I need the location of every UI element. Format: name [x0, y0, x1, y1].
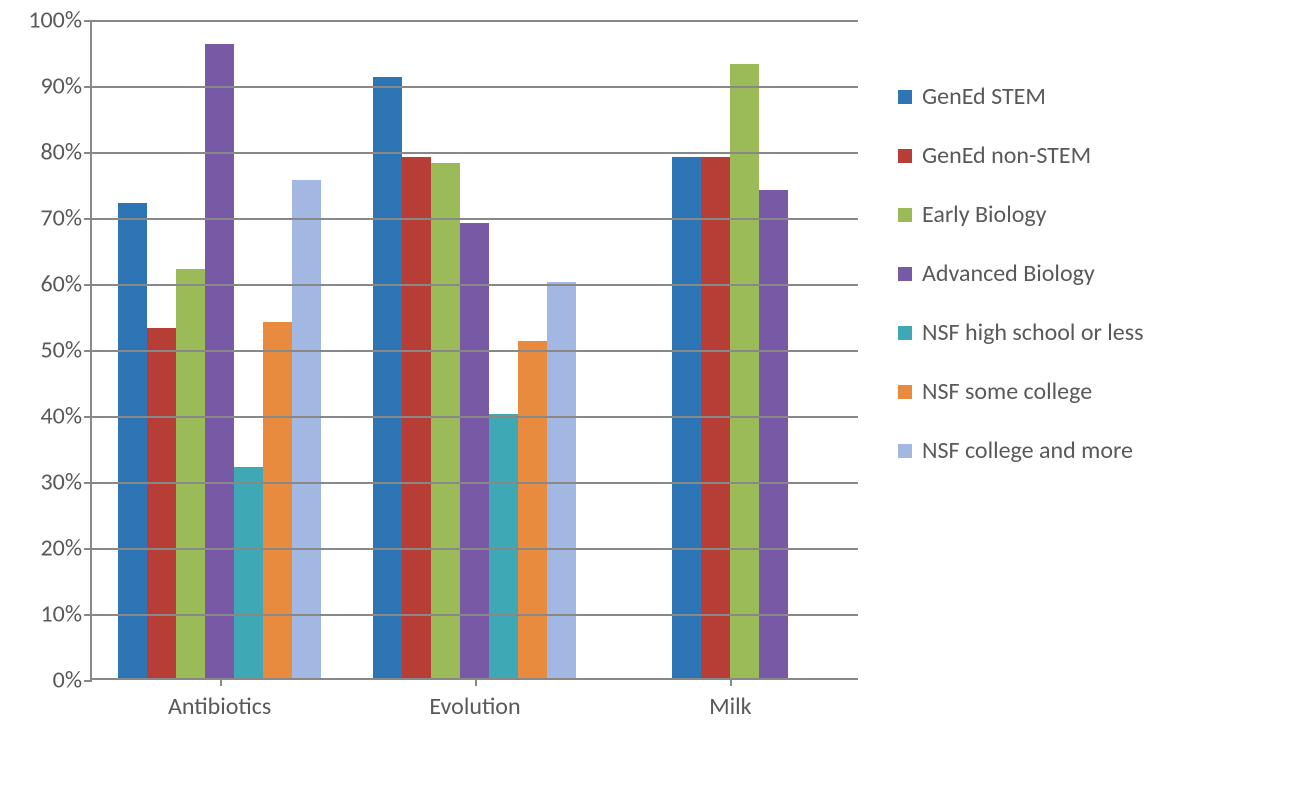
gridline: [92, 152, 858, 154]
bar: [176, 269, 205, 678]
gridline: [92, 284, 858, 286]
gridline: [92, 548, 858, 550]
xtick-label: Evolution: [429, 678, 520, 721]
ytick-label: 20%: [41, 534, 92, 563]
bar: [460, 223, 489, 678]
legend-item: NSF college and more: [898, 436, 1143, 465]
category-group: Milk: [603, 20, 858, 678]
gridline: [92, 614, 858, 616]
ytick-label: 10%: [41, 600, 92, 629]
gridline: [92, 218, 858, 220]
legend-label: NSF some college: [922, 377, 1092, 406]
legend-swatch: [898, 385, 912, 399]
bar: [118, 203, 147, 678]
bar: [263, 322, 292, 678]
legend-swatch: [898, 267, 912, 281]
bar: [547, 282, 576, 678]
legend-swatch: [898, 149, 912, 163]
legend-label: Advanced Biology: [922, 259, 1095, 288]
legend-swatch: [898, 444, 912, 458]
ytick-label: 70%: [41, 204, 92, 233]
legend-label: NSF college and more: [922, 436, 1133, 465]
ytick-label: 30%: [41, 468, 92, 497]
legend-item: NSF high school or less: [898, 318, 1143, 347]
ytick-label: 60%: [41, 270, 92, 299]
gridline: [92, 86, 858, 88]
bar: [147, 328, 176, 678]
bars-row: [373, 20, 576, 678]
bar: [431, 163, 460, 678]
bars-row: [672, 20, 788, 678]
bar: [730, 64, 759, 678]
bar: [759, 190, 788, 678]
bar: [489, 414, 518, 678]
legend-swatch: [898, 90, 912, 104]
legend-item: GenEd STEM: [898, 82, 1143, 111]
xtick-label: Antibiotics: [168, 678, 271, 721]
ytick-label: 0%: [53, 666, 92, 695]
legend-item: NSF some college: [898, 377, 1143, 406]
legend-label: NSF high school or less: [922, 318, 1143, 347]
bar: [518, 341, 547, 678]
legend-label: GenEd STEM: [922, 82, 1046, 111]
bar-groups: AntibioticsEvolutionMilk: [92, 20, 858, 678]
ytick-label: 40%: [41, 402, 92, 431]
legend-swatch: [898, 326, 912, 340]
legend-item: Advanced Biology: [898, 259, 1143, 288]
bar: [234, 467, 263, 678]
legend-swatch: [898, 208, 912, 222]
ytick-label: 50%: [41, 336, 92, 365]
chart-plot-area: AntibioticsEvolutionMilk 0%10%20%30%40%5…: [20, 20, 858, 680]
bars-row: [118, 20, 321, 678]
category-group: Antibiotics: [92, 20, 347, 678]
gridline: [92, 350, 858, 352]
legend-label: GenEd non-STEM: [922, 141, 1091, 170]
gridline: [92, 20, 858, 22]
plot-region: AntibioticsEvolutionMilk 0%10%20%30%40%5…: [90, 20, 858, 680]
chart-container: AntibioticsEvolutionMilk 0%10%20%30%40%5…: [20, 20, 1274, 680]
legend-item: GenEd non-STEM: [898, 141, 1143, 170]
ytick-label: 100%: [28, 6, 92, 35]
bar: [292, 180, 321, 678]
gridline: [92, 416, 858, 418]
category-group: Evolution: [347, 20, 602, 678]
legend-label: Early Biology: [922, 200, 1047, 229]
legend: GenEd STEM GenEd non-STEM Early Biology Adv…: [898, 82, 1143, 465]
bar: [205, 44, 234, 678]
ytick-label: 90%: [41, 72, 92, 101]
legend-item: Early Biology: [898, 200, 1143, 229]
xtick-label: Milk: [709, 678, 751, 721]
bar: [373, 77, 402, 678]
gridline: [92, 482, 858, 484]
ytick-label: 80%: [41, 138, 92, 167]
